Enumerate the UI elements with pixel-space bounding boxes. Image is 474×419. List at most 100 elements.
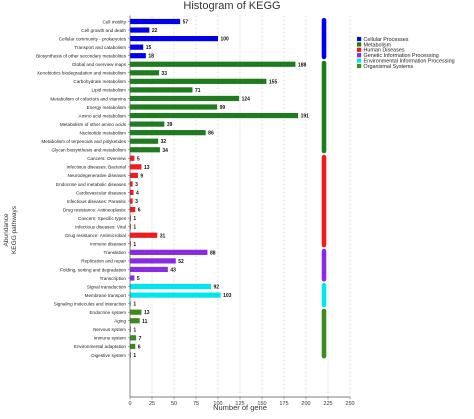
value-label: 124 bbox=[242, 96, 251, 102]
bar bbox=[130, 121, 165, 127]
value-label: 6 bbox=[138, 344, 141, 350]
category-label: Cell motility bbox=[103, 19, 127, 24]
bar bbox=[130, 232, 158, 238]
value-label: 32 bbox=[161, 139, 167, 145]
legend-label: Cellular Processes bbox=[364, 37, 409, 43]
value-label: 99 bbox=[220, 105, 226, 111]
bar bbox=[130, 283, 211, 290]
value-label: 1 bbox=[133, 216, 136, 222]
category-label: Aging bbox=[114, 319, 126, 324]
legend-label: Metabolism bbox=[364, 42, 392, 48]
category-label: Metabolism of other amino acids bbox=[60, 122, 127, 127]
category-label: Environmental adaptation bbox=[74, 344, 127, 349]
value-label: 5 bbox=[137, 156, 140, 162]
bar bbox=[130, 343, 136, 349]
bar bbox=[130, 147, 160, 153]
value-label: 6 bbox=[138, 208, 141, 214]
value-label: 3 bbox=[135, 182, 138, 188]
legend-swatch bbox=[357, 53, 362, 58]
bar bbox=[130, 95, 240, 102]
category-label: Digestive system bbox=[91, 353, 126, 358]
category-label: Infectious diseases: Bacterial bbox=[67, 165, 127, 170]
bar bbox=[130, 258, 176, 264]
bar bbox=[130, 241, 131, 247]
category-label: Immune diseases bbox=[90, 242, 127, 247]
bar bbox=[130, 138, 159, 144]
bar bbox=[130, 181, 133, 187]
bar bbox=[130, 292, 221, 298]
value-label: 1 bbox=[133, 225, 136, 231]
axis-layer: 0 25 50 75 100 125 150 175 200 225 250 bbox=[128, 15, 355, 407]
category-label: Transcription bbox=[100, 276, 127, 281]
group-bar-layer bbox=[321, 18, 327, 359]
legend-swatch bbox=[357, 63, 362, 69]
category-label: Drug resistance: Antimicrobial bbox=[65, 233, 126, 238]
bar bbox=[130, 36, 218, 42]
value-label: 71 bbox=[195, 88, 201, 94]
category-label: Cardiovascular diseases bbox=[76, 190, 127, 195]
bar bbox=[130, 61, 296, 67]
value-label: 1 bbox=[133, 302, 136, 308]
bar bbox=[130, 112, 299, 119]
group-indicator-bar bbox=[321, 154, 327, 248]
bar bbox=[130, 207, 136, 213]
value-label: 7 bbox=[139, 336, 142, 342]
bar bbox=[130, 189, 134, 196]
value-label: 39 bbox=[167, 122, 173, 128]
bar bbox=[130, 44, 144, 50]
category-label: Cellular community - prokaryotes bbox=[59, 36, 127, 41]
group-indicator-bar bbox=[321, 248, 327, 282]
category-label: Metabolism of terpenoids and polyketides bbox=[41, 139, 126, 144]
group-indicator-bar bbox=[321, 283, 327, 308]
bar bbox=[130, 224, 131, 230]
bar bbox=[130, 53, 146, 59]
bar bbox=[130, 130, 206, 136]
bar bbox=[130, 352, 131, 358]
category-label: Global and overview maps bbox=[72, 62, 127, 67]
value-label: 188 bbox=[298, 62, 307, 68]
value-label: 88 bbox=[210, 250, 216, 256]
category-label: Nervous system bbox=[93, 327, 126, 332]
bar bbox=[130, 78, 267, 84]
category-label: Translation bbox=[103, 250, 126, 255]
category-label: Nucleotide metabolism bbox=[80, 130, 127, 135]
value-label: 5 bbox=[137, 276, 140, 282]
x-tick-label: 100 bbox=[213, 401, 222, 407]
category-label: Membrane transport bbox=[85, 293, 127, 298]
legend-swatch bbox=[357, 58, 362, 63]
y-axis-label-outer: Abundance bbox=[3, 213, 10, 246]
category-label: Replication and repair bbox=[81, 259, 126, 264]
y-axis-label-inner: KEGG pathways bbox=[11, 205, 18, 254]
legend-swatch bbox=[357, 36, 362, 42]
value-label: 57 bbox=[183, 20, 189, 26]
value-label: 92 bbox=[213, 285, 219, 291]
value-label: 1 bbox=[133, 353, 136, 359]
legend-swatch bbox=[357, 42, 362, 47]
group-indicator-bar bbox=[321, 308, 327, 359]
bar bbox=[130, 318, 140, 324]
category-label: Endocrine and metabolic diseases bbox=[56, 182, 127, 187]
legend-label: Environmental Information Processing bbox=[364, 59, 455, 65]
category-label: Endocrine system bbox=[89, 310, 126, 315]
value-label: 3 bbox=[135, 199, 138, 205]
chart-title: Histogram of KEGG bbox=[183, 0, 280, 12]
bar bbox=[130, 164, 142, 170]
category-label: Lipid metabolism bbox=[92, 88, 127, 93]
x-tick-label: 200 bbox=[301, 401, 310, 407]
legend-label: Organismal Systems bbox=[364, 64, 414, 70]
category-label: Cancers: Specific types bbox=[78, 216, 127, 221]
legend-swatch bbox=[357, 47, 362, 52]
bar bbox=[130, 266, 168, 273]
category-label: Biosynthesis of other secondary metaboli… bbox=[36, 54, 127, 59]
x-tick-label: 25 bbox=[149, 401, 155, 407]
value-label: 34 bbox=[162, 148, 168, 154]
x-tick-label: 250 bbox=[345, 401, 354, 407]
value-label: 86 bbox=[208, 131, 214, 137]
bar bbox=[130, 198, 133, 204]
category-label: Cell growth and death bbox=[81, 28, 126, 33]
bar bbox=[130, 215, 131, 221]
legend-label: Human Diseases bbox=[364, 48, 405, 54]
